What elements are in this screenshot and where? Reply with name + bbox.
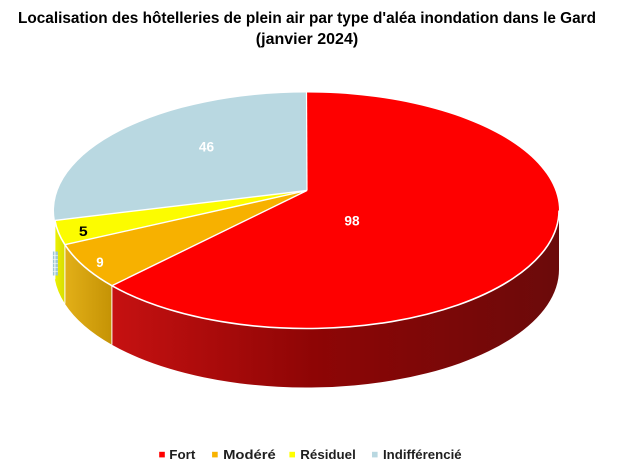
svg-text:46: 46	[199, 139, 215, 154]
svg-text:5: 5	[79, 224, 88, 239]
svg-text:(janvier 2024): (janvier 2024)	[256, 31, 358, 48]
svg-text:Indifférencié: Indifférencié	[383, 448, 462, 462]
svg-text:Fort: Fort	[169, 448, 196, 462]
svg-text:Résiduel: Résiduel	[300, 448, 356, 462]
svg-text:9: 9	[96, 255, 103, 270]
svg-text:98: 98	[344, 214, 360, 229]
svg-text:Localisation des hôtelleries d: Localisation des hôtelleries de plein ai…	[18, 10, 596, 27]
svg-text:Modéré: Modéré	[223, 448, 276, 462]
